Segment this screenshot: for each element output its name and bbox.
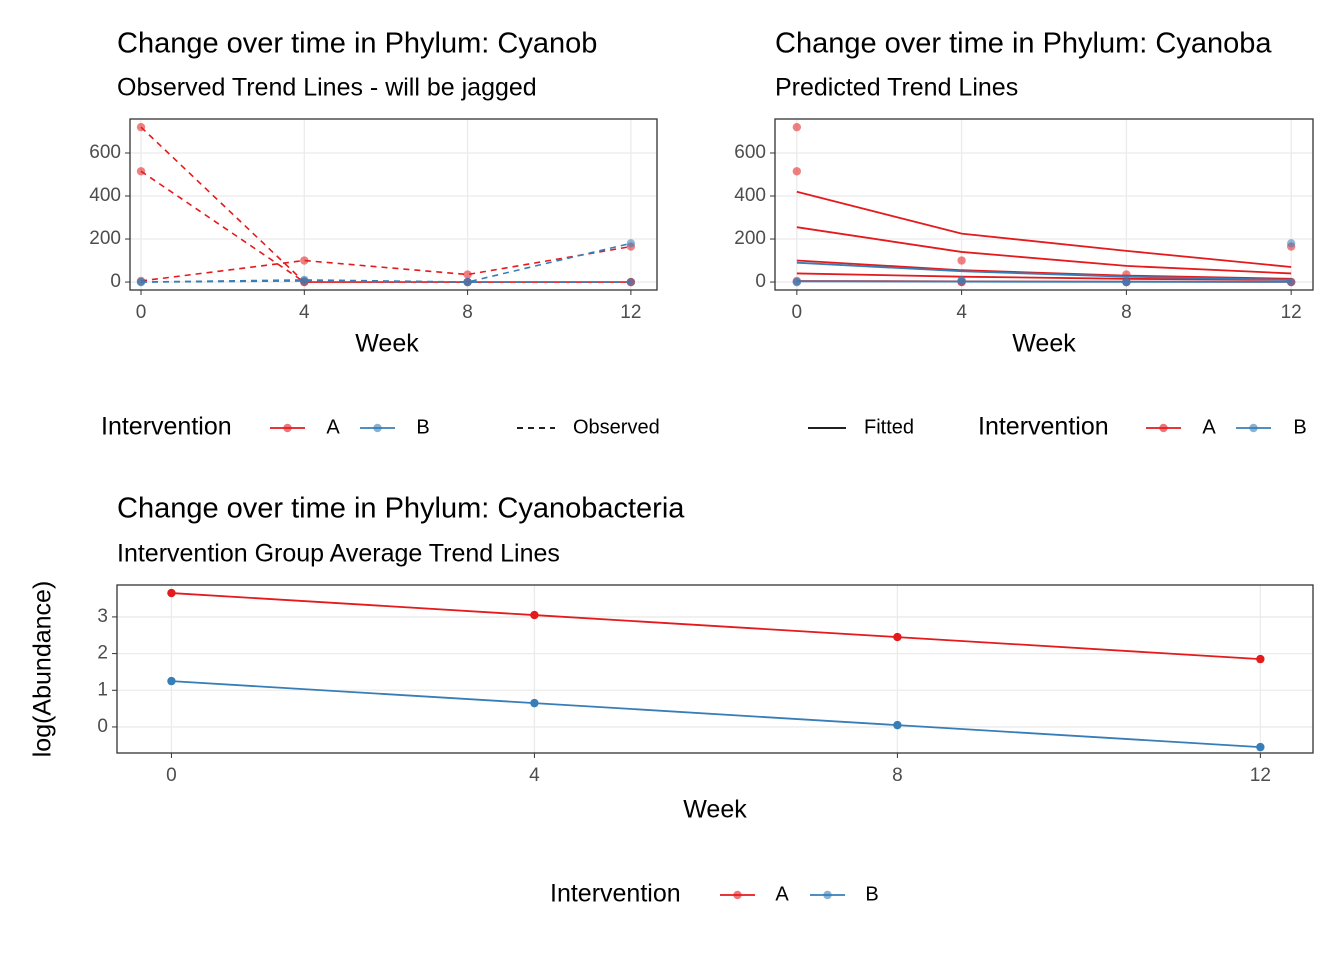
point (530, 610, 539, 620)
plot-border (129, 118, 658, 291)
x-tick-label: 12 (1281, 302, 1302, 323)
x-tick-label: 4 (529, 765, 540, 786)
mean-line (171, 680, 1261, 749)
chart-subtitle: Predicted Trend Lines (775, 74, 1018, 102)
point (1122, 277, 1131, 287)
plot-border (774, 118, 1314, 291)
point (167, 676, 176, 686)
legend-key-point (733, 890, 742, 900)
y-tick-label: 2 (97, 643, 108, 664)
point (136, 167, 146, 176)
point (792, 277, 802, 287)
plot-background (130, 119, 657, 290)
fitted-line (796, 261, 1292, 281)
legend-label: Fitted (864, 416, 914, 438)
plot-border (116, 584, 1314, 754)
x-tick-label: 0 (166, 765, 177, 786)
point (300, 276, 309, 286)
x-axis-label: Week (683, 796, 747, 824)
y-tick-label: 600 (89, 142, 121, 163)
legend-title: Intervention (101, 413, 232, 441)
legend-label: A (1202, 416, 1216, 438)
legend-title: Intervention (550, 880, 681, 908)
legend-key-point (823, 890, 832, 900)
chart-title: Change over time in Phylum: Cyanoba (775, 28, 1272, 60)
chart-subtitle: Observed Trend Lines - will be jagged (117, 74, 537, 102)
point (136, 122, 146, 132)
plot-data (136, 122, 636, 287)
point (1286, 277, 1296, 287)
x-tick-label: 0 (136, 302, 147, 323)
legend-key-point (283, 423, 292, 433)
x-tick-label: 8 (892, 765, 903, 786)
point (893, 632, 902, 642)
point (957, 276, 966, 286)
legend-key-point (1159, 423, 1168, 433)
y-tick-label: 0 (110, 271, 121, 292)
x-tick-label: 0 (792, 302, 803, 323)
legend-label: A (326, 416, 340, 438)
y-tick-label: 0 (755, 271, 766, 292)
point (1286, 239, 1296, 248)
x-tick-label: 12 (620, 302, 641, 323)
legend-label: B (416, 416, 429, 438)
y-axis-label: log(Abundance) (29, 581, 57, 758)
y-tick-label: 0 (97, 716, 108, 737)
plot-background (117, 585, 1313, 753)
mean-line (171, 592, 1261, 660)
x-axis-label: Week (1012, 330, 1076, 358)
plot-background (775, 119, 1313, 290)
x-tick-label: 4 (299, 302, 310, 323)
point (463, 270, 472, 279)
observed-line (140, 126, 631, 283)
observed-line (141, 280, 631, 283)
chart-subtitle: Intervention Group Average Trend Lines (117, 540, 560, 568)
point (463, 277, 472, 287)
y-tick-label: 400 (89, 185, 121, 206)
y-tick-label: 3 (97, 606, 108, 627)
y-tick-label: 1 (97, 679, 108, 700)
fitted-line (796, 190, 1292, 268)
y-tick-label: 600 (734, 142, 766, 163)
x-axis-label: Week (355, 330, 419, 358)
x-tick-label: 12 (1250, 765, 1271, 786)
x-tick-label: 8 (1121, 302, 1132, 323)
point (893, 720, 902, 730)
point (626, 277, 636, 287)
x-tick-label: 8 (462, 302, 473, 323)
point (792, 122, 802, 132)
point (167, 588, 176, 598)
legend-label: B (865, 883, 878, 905)
point (957, 256, 966, 265)
point (136, 277, 146, 287)
legend-key-point (373, 423, 382, 433)
observed-line (140, 245, 632, 282)
point (300, 256, 309, 265)
fitted-line (796, 272, 1292, 281)
point (626, 239, 636, 248)
fitted-line (796, 259, 1292, 280)
point (1256, 742, 1265, 752)
fitted-line (796, 226, 1292, 275)
legend-label: B (1293, 416, 1306, 438)
legend-title: Intervention (978, 413, 1109, 441)
legend-key-point (1249, 423, 1258, 433)
y-tick-label: 400 (734, 185, 766, 206)
point (792, 167, 802, 176)
y-tick-label: 200 (89, 228, 121, 249)
plot-data (792, 122, 1296, 287)
x-tick-label: 4 (956, 302, 967, 323)
chart-title: Change over time in Phylum: Cyanob (117, 28, 597, 60)
plot-data (167, 588, 1265, 752)
point (1256, 654, 1265, 664)
point (530, 698, 539, 708)
y-tick-label: 200 (734, 228, 766, 249)
chart-title: Change over time in Phylum: Cyanobacteri… (117, 493, 685, 525)
legend-label: Observed (573, 416, 660, 438)
legend-label: A (775, 883, 789, 905)
